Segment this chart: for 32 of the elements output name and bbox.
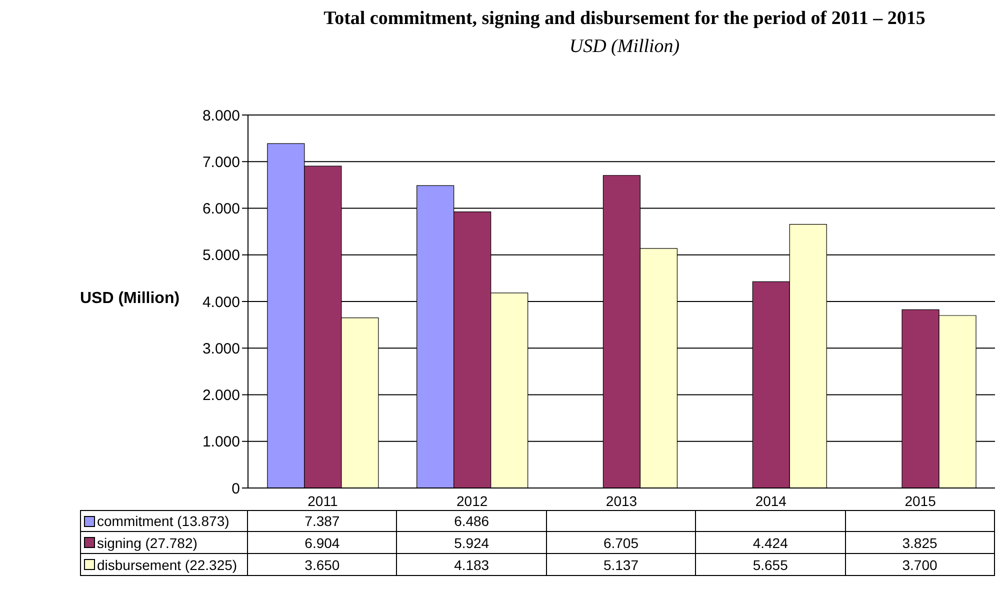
- legend-label: signing (27.782): [97, 534, 198, 550]
- data-label: 6.904: [248, 532, 398, 554]
- data-label: 7.387: [248, 510, 398, 532]
- data-label: 6.705: [546, 532, 696, 554]
- data-label: 3.650: [248, 554, 398, 576]
- x-tick-label: 2013: [606, 492, 638, 509]
- legend-label: disbursement (22.325): [97, 556, 238, 572]
- data-label: 4.183: [397, 554, 547, 576]
- data-label: 6.486: [397, 510, 547, 532]
- y-tick-label: 1.000: [202, 434, 240, 451]
- x-tick-label: 2012: [456, 492, 488, 509]
- legend-label: commitment (13.873): [97, 513, 230, 529]
- chart-title: Total commitment, signing and disbursement for the period of 2011 – 2015: [322, 8, 926, 30]
- y-tick-label: 8.000: [202, 107, 240, 124]
- data-label: 3.825: [846, 532, 995, 554]
- y-tick-label: 4.000: [202, 294, 240, 311]
- y-tick-label: 0: [232, 480, 240, 498]
- data-label: 5.137: [546, 554, 696, 576]
- x-tick-label: 2014: [755, 492, 787, 509]
- x-tick-label: 2015: [904, 492, 936, 509]
- y-tick-label: 3.000: [202, 340, 240, 358]
- y-tick-label: 6.000: [202, 200, 240, 218]
- x-tick-label: 2011: [308, 492, 338, 509]
- y-tick-label: 7.000: [202, 154, 240, 171]
- data-label: 4.424: [696, 532, 846, 554]
- chart-subtitle: USD (Million): [568, 36, 681, 58]
- data-label: 3.700: [846, 554, 995, 576]
- data-label: 5.924: [397, 532, 547, 554]
- y-tick-label: 5.000: [202, 247, 240, 264]
- data-label: 5.655: [696, 554, 846, 576]
- y-tick-label: 2.000: [202, 387, 240, 404]
- y-axis-title: USD (Million): [80, 290, 180, 308]
